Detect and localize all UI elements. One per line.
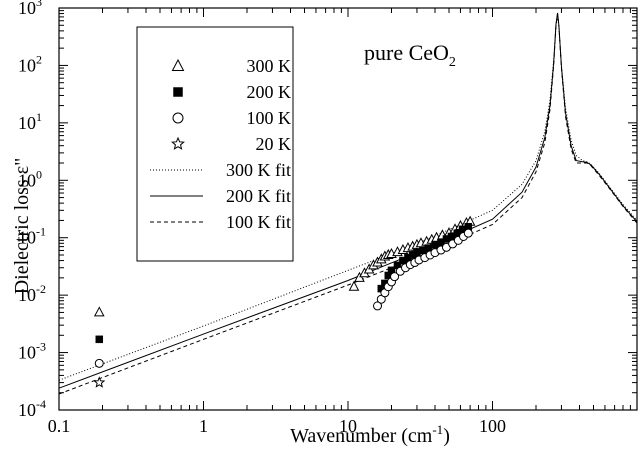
y-tick-label: 10-1 <box>18 225 46 248</box>
y-tick-label: 10-3 <box>18 340 46 363</box>
y-tick-label: 102 <box>18 52 42 75</box>
x-tick-label: 0.1 <box>48 416 71 436</box>
data-point <box>94 358 104 368</box>
data-point <box>372 301 382 311</box>
x-axis-label-main: Wavenumber (cm <box>290 425 433 447</box>
data-point <box>93 376 106 388</box>
legend-marker <box>171 136 185 150</box>
data-point <box>424 244 433 252</box>
data-markers <box>93 215 476 388</box>
x-axis-label-sup: -1 <box>432 422 443 437</box>
data-point <box>348 280 360 291</box>
x-axis-label: Wavenumber (cm-1) <box>290 422 450 447</box>
data-point <box>95 335 104 344</box>
legend-marker <box>172 112 184 124</box>
legend: 300 K 200 K 100 K 20 K 300 K fit 200 K fit 100… <box>136 26 294 262</box>
data-point <box>93 306 105 317</box>
x-tick-label: 100 <box>479 416 506 436</box>
legend-label: 300 K fit <box>226 160 291 180</box>
legend-box <box>136 26 294 262</box>
legend-label: 200 K <box>247 82 292 102</box>
y-axis-label: Dielectric loss ε" <box>11 158 33 295</box>
data-point <box>390 272 400 282</box>
annotation-subscript: 2 <box>449 55 456 70</box>
legend-label: 100 K fit <box>226 212 291 232</box>
x-tick-label: 10 <box>339 416 357 436</box>
tick-labels: 0.1 1 10 100 10-4 10-3 10-2 10-1 100 101 102 103 <box>18 0 506 436</box>
annotation-text: pure CeO <box>364 40 449 65</box>
legend-label: 200 K fit <box>226 186 291 206</box>
axis-ticks <box>58 8 637 411</box>
x-axis-label-close: ) <box>443 425 450 447</box>
legend-label: 20 K <box>256 134 292 154</box>
y-tick-label: 10-4 <box>18 397 46 420</box>
y-tick-label: 101 <box>18 110 42 133</box>
legend-marker <box>173 87 183 97</box>
y-tick-label: 10-2 <box>18 282 46 305</box>
y-tick-label: 100 <box>18 167 42 190</box>
legend-label: 100 K <box>247 108 292 128</box>
x-tick-label: 1 <box>199 416 208 436</box>
fit-curves <box>58 12 638 395</box>
chart-annotation: pure CeO2 <box>364 40 456 70</box>
data-point <box>463 228 473 238</box>
fit-curve <box>58 13 638 395</box>
legend-label: 300 K <box>247 56 292 76</box>
legend-marker <box>171 58 185 71</box>
y-tick-label: 103 <box>18 0 42 18</box>
